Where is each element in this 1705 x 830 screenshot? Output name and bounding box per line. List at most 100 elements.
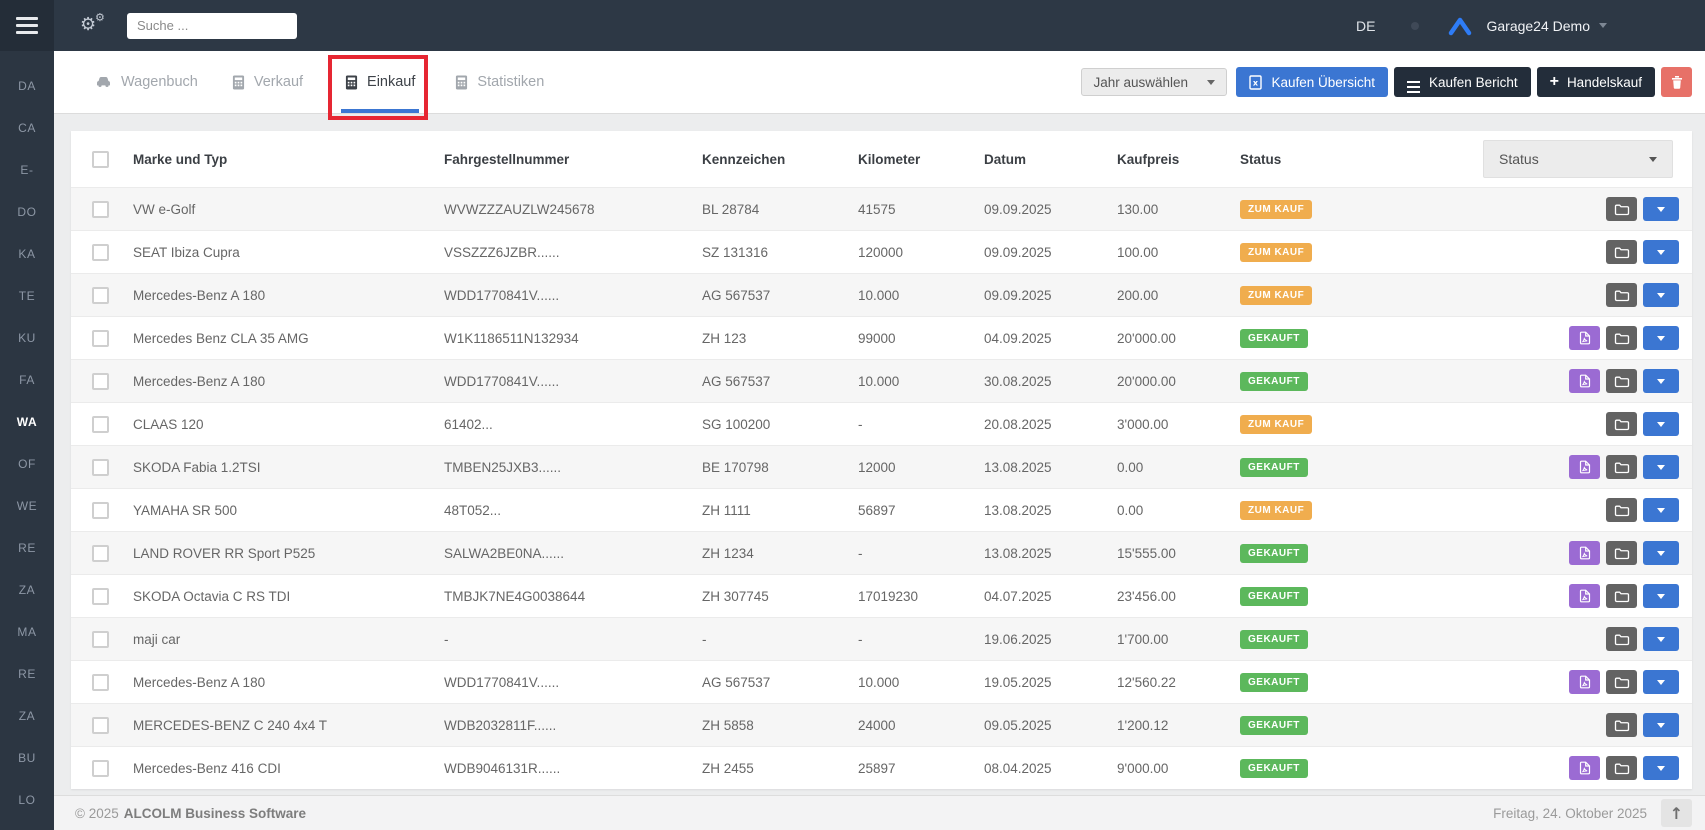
row-checkbox[interactable] bbox=[92, 243, 109, 261]
pdf-button[interactable] bbox=[1569, 541, 1600, 565]
tab-wagenbuch[interactable]: Wagenbuch bbox=[95, 51, 198, 113]
row-dropdown-button[interactable] bbox=[1643, 670, 1679, 694]
row-checkbox[interactable] bbox=[92, 673, 109, 691]
row-dropdown-button[interactable] bbox=[1643, 240, 1679, 264]
row-checkbox[interactable] bbox=[92, 329, 109, 347]
sidebar-item-ku-6[interactable]: KU bbox=[18, 331, 36, 345]
sidebar-item-ca-1[interactable]: CA bbox=[18, 121, 36, 135]
column-header-4[interactable]: Datum bbox=[984, 151, 1027, 167]
caret-down-icon bbox=[1657, 421, 1665, 427]
pdf-button[interactable] bbox=[1569, 584, 1600, 608]
sidebar-item-re-11[interactable]: RE bbox=[18, 541, 36, 555]
row-checkbox[interactable] bbox=[92, 415, 109, 433]
folder-button[interactable] bbox=[1606, 197, 1637, 221]
sidebar-item-re-14[interactable]: RE bbox=[18, 667, 36, 681]
row-dropdown-button[interactable] bbox=[1643, 326, 1679, 350]
search-input[interactable] bbox=[127, 12, 297, 39]
row-dropdown-button[interactable] bbox=[1643, 498, 1679, 522]
hamburger-menu-button[interactable] bbox=[0, 0, 54, 51]
sidebar-item-of-9[interactable]: OF bbox=[18, 457, 36, 471]
folder-button[interactable] bbox=[1606, 756, 1637, 780]
cell-vin: WDD1770841V...... bbox=[444, 287, 560, 303]
buy-overview-button[interactable]: x Kaufen Übersicht bbox=[1236, 67, 1389, 97]
row-checkbox[interactable] bbox=[92, 759, 109, 777]
svg-text:x: x bbox=[1253, 78, 1259, 87]
pdf-button[interactable] bbox=[1569, 326, 1600, 350]
row-dropdown-button[interactable] bbox=[1643, 283, 1679, 307]
row-dropdown-button[interactable] bbox=[1643, 541, 1679, 565]
row-dropdown-button[interactable] bbox=[1643, 713, 1679, 737]
language-selector[interactable]: DE bbox=[1356, 17, 1376, 34]
tab-einkauf[interactable]: Einkauf bbox=[328, 51, 429, 120]
sidebar-item-za-15[interactable]: ZA bbox=[18, 709, 36, 723]
pdf-button[interactable] bbox=[1569, 369, 1600, 393]
select-all-checkbox[interactable] bbox=[92, 150, 109, 168]
sidebar-item-e-2[interactable]: E- bbox=[20, 163, 34, 177]
row-checkbox[interactable] bbox=[92, 458, 109, 476]
pdf-button[interactable] bbox=[1569, 670, 1600, 694]
delete-button[interactable] bbox=[1661, 67, 1692, 97]
row-checkbox[interactable] bbox=[92, 200, 109, 218]
column-header-5[interactable]: Kaufpreis bbox=[1117, 151, 1180, 167]
cell-km: - bbox=[858, 631, 863, 647]
column-header-3[interactable]: Kilometer bbox=[858, 151, 921, 167]
sidebar-item-ka-4[interactable]: KA bbox=[18, 247, 36, 261]
column-header-2[interactable]: Kennzeichen bbox=[702, 151, 786, 167]
folder-button[interactable] bbox=[1606, 584, 1637, 608]
row-checkbox[interactable] bbox=[92, 501, 109, 519]
sidebar-item-fa-7[interactable]: FA bbox=[19, 373, 35, 387]
folder-button[interactable] bbox=[1606, 412, 1637, 436]
scroll-to-top-button[interactable]: ↑ bbox=[1661, 799, 1692, 827]
sidebar-item-ma-13[interactable]: MA bbox=[17, 625, 37, 639]
row-checkbox[interactable] bbox=[92, 587, 109, 605]
buy-report-button[interactable]: Kaufen Bericht bbox=[1394, 67, 1531, 97]
row-checkbox[interactable] bbox=[92, 630, 109, 648]
row-dropdown-button[interactable] bbox=[1643, 197, 1679, 221]
trade-purchase-label: Handelskauf bbox=[1566, 74, 1642, 90]
cell-plate: AG 567537 bbox=[702, 373, 771, 389]
chevron-down-icon[interactable] bbox=[1599, 23, 1607, 28]
row-dropdown-button[interactable] bbox=[1643, 756, 1679, 780]
folder-button[interactable] bbox=[1606, 326, 1637, 350]
row-dropdown-button[interactable] bbox=[1643, 412, 1679, 436]
settings-cogs-icon[interactable]: ⚙ ⚙ bbox=[80, 10, 105, 35]
folder-button[interactable] bbox=[1606, 240, 1637, 264]
column-header-0[interactable]: Marke und Typ bbox=[133, 151, 228, 167]
row-checkbox[interactable] bbox=[92, 716, 109, 734]
folder-button[interactable] bbox=[1606, 369, 1637, 393]
folder-button[interactable] bbox=[1606, 627, 1637, 651]
sidebar-item-we-10[interactable]: WE bbox=[16, 499, 38, 513]
tab-verkauf[interactable]: Verkauf bbox=[232, 51, 303, 113]
tab-label: Wagenbuch bbox=[121, 74, 198, 90]
row-dropdown-button[interactable] bbox=[1643, 369, 1679, 393]
sidebar-item-te-5[interactable]: TE bbox=[18, 289, 36, 303]
row-dropdown-button[interactable] bbox=[1643, 627, 1679, 651]
sidebar-item-lo-17[interactable]: LO bbox=[18, 793, 36, 807]
sidebar-item-wa-8[interactable]: WA bbox=[16, 415, 38, 429]
sidebar-item-do-3[interactable]: DO bbox=[17, 205, 37, 219]
trade-purchase-button[interactable]: + Handelskauf bbox=[1536, 67, 1655, 97]
account-menu[interactable]: Garage24 Demo bbox=[1486, 17, 1590, 34]
row-checkbox[interactable] bbox=[92, 286, 109, 304]
row-dropdown-button[interactable] bbox=[1643, 455, 1679, 479]
sidebar-item-za-12[interactable]: ZA bbox=[18, 583, 36, 597]
row-checkbox[interactable] bbox=[92, 544, 109, 562]
folder-button[interactable] bbox=[1606, 713, 1637, 737]
row-checkbox[interactable] bbox=[92, 372, 109, 390]
row-dropdown-button[interactable] bbox=[1643, 584, 1679, 608]
column-header-1[interactable]: Fahrgestellnummer bbox=[444, 151, 570, 167]
pdf-button[interactable] bbox=[1569, 455, 1600, 479]
year-select-dropdown[interactable]: Jahr auswählen bbox=[1081, 68, 1228, 96]
folder-button[interactable] bbox=[1606, 541, 1637, 565]
column-header-6[interactable]: Status bbox=[1240, 151, 1282, 167]
tab-statistiken[interactable]: Statistiken bbox=[455, 51, 544, 113]
folder-button[interactable] bbox=[1606, 455, 1637, 479]
folder-button[interactable] bbox=[1606, 670, 1637, 694]
sidebar-item-bu-16[interactable]: BU bbox=[18, 751, 36, 765]
folder-button[interactable] bbox=[1606, 283, 1637, 307]
folder-button[interactable] bbox=[1606, 498, 1637, 522]
status-filter-dropdown[interactable]: Status bbox=[1483, 140, 1673, 178]
pdf-button[interactable] bbox=[1569, 756, 1600, 780]
sidebar-item-da-0[interactable]: DA bbox=[18, 79, 36, 93]
notification-dot-icon bbox=[1411, 21, 1420, 30]
